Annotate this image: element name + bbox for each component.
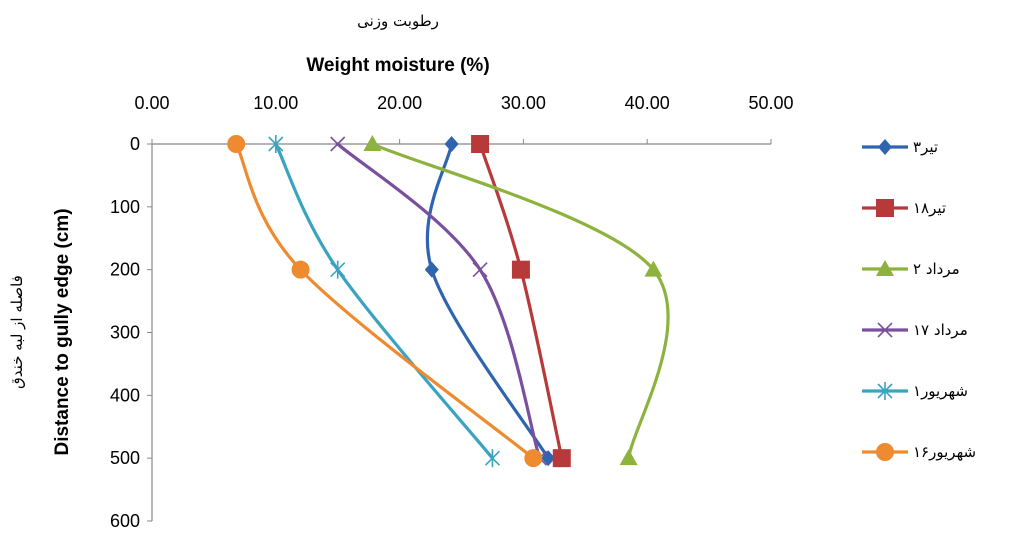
y-axis-title: Distance to gully edge (cm)	[52, 208, 73, 455]
y-tick-label: 300	[110, 323, 140, 343]
data-point	[424, 261, 439, 278]
legend-label: ۲ مرداد	[913, 260, 960, 278]
series-line	[336, 142, 542, 460]
legend-item: ۱۸تیر	[862, 199, 946, 217]
series-line	[370, 142, 670, 460]
x-tick-label: 30.00	[501, 93, 546, 113]
data-point	[268, 135, 284, 153]
y-tick-label: 500	[110, 448, 140, 468]
data-point	[484, 449, 501, 468]
x-tick-label: 40.00	[625, 93, 670, 113]
legend-label: ۳تیر	[913, 138, 938, 156]
legend-item: ۱شهریور	[862, 382, 968, 400]
x-tick-label: 50.00	[748, 93, 793, 113]
x-tick-label: 20.00	[377, 93, 422, 113]
series-3	[363, 135, 670, 466]
series-1	[424, 136, 556, 467]
legend-marker	[876, 443, 894, 461]
data-point	[541, 450, 556, 467]
x-axis-title-persian: رطوبت وزنی	[357, 12, 439, 30]
legend-item: ۲ مرداد	[862, 260, 960, 278]
series-line	[478, 142, 564, 460]
data-point	[330, 260, 346, 279]
y-tick-label: 0	[130, 134, 140, 154]
series-line	[274, 142, 495, 460]
y-axis-title-persian: فاصله از لبه خندق	[8, 275, 26, 389]
legend: ۳تیر ۱۸تیر ۲ مرداد ۱۷ مرداد ۱شهریور ۱۶شهریور	[862, 138, 976, 461]
axes: 0.00 10.00 20.00 30.00 40.00 50.00 0 100 200 300 4…	[110, 93, 794, 531]
data-point	[227, 135, 246, 153]
y-tick-label: 100	[110, 197, 140, 217]
series-6	[227, 135, 543, 468]
data-point	[619, 449, 638, 466]
legend-label: ۱۶شهریور	[913, 443, 976, 461]
legend-marker	[876, 199, 894, 217]
data-point	[330, 136, 346, 152]
legend-item: ۱۶شهریور	[862, 443, 976, 461]
data-point	[524, 449, 543, 468]
data-point	[363, 135, 382, 151]
legend-item: ۱۷ مرداد	[862, 321, 968, 339]
series-layer	[227, 135, 670, 468]
y-tick-label: 200	[110, 260, 140, 280]
data-point	[644, 260, 663, 277]
legend-marker	[878, 139, 892, 155]
data-point	[444, 136, 459, 152]
legend-marker	[877, 382, 893, 400]
data-point	[471, 135, 490, 153]
data-point	[511, 260, 530, 279]
legend-item: ۳تیر	[862, 138, 938, 156]
legend-label: ۱۸تیر	[913, 199, 946, 217]
legend-marker	[877, 322, 893, 338]
x-tick-label: 10.00	[253, 93, 298, 113]
x-tick-label: 0.00	[134, 93, 169, 113]
series-5	[268, 135, 501, 468]
legend-marker	[876, 260, 894, 276]
y-tick-label: 600	[110, 511, 140, 531]
legend-label: ۱شهریور	[913, 382, 968, 400]
data-point	[291, 260, 310, 279]
x-axis-title: Weight moisture (%)	[306, 55, 489, 76]
series-2	[471, 135, 571, 468]
y-tick-label: 400	[110, 385, 140, 405]
series-line	[234, 142, 535, 460]
legend-label: ۱۷ مرداد	[913, 321, 968, 339]
data-point	[472, 262, 488, 278]
data-point	[552, 449, 571, 468]
